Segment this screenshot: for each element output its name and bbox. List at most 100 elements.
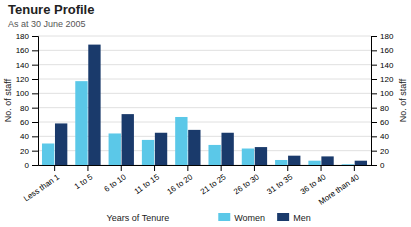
tick-mark	[187, 165, 188, 171]
bar	[142, 140, 154, 165]
tick-mark	[371, 151, 377, 152]
y-tick: 100	[16, 89, 38, 98]
x-tick: 26 to 30	[232, 165, 261, 196]
grid-line	[38, 136, 371, 137]
bar	[109, 133, 121, 165]
tick-label: 180	[380, 32, 394, 41]
y2-axis-title: No. of staff	[398, 78, 408, 122]
tick-label: Less than 1	[22, 172, 61, 203]
legend-label: Women	[234, 213, 265, 223]
tick-mark	[371, 65, 377, 66]
bar	[321, 156, 333, 165]
bar	[155, 133, 167, 165]
tick-label: 0	[380, 161, 385, 170]
tick-label: 160	[380, 46, 394, 55]
tick-mark	[321, 165, 322, 171]
x-tick: 21 to 25	[199, 165, 228, 196]
tick-mark	[32, 122, 38, 123]
bar	[221, 133, 233, 165]
bar	[42, 144, 54, 166]
y-tick: 0	[371, 161, 385, 170]
bar	[288, 156, 300, 165]
tick-label: 80	[380, 104, 389, 113]
tick-label: 1 to 5	[73, 172, 95, 191]
tick-mark	[32, 50, 38, 51]
tick-label: 120	[380, 75, 394, 84]
tick-label: 16 to 20	[165, 172, 194, 196]
tick-label: 120	[16, 75, 30, 84]
x-tick: 1 to 5	[73, 165, 95, 191]
tick-label: 40	[20, 132, 29, 141]
tick-mark	[154, 165, 155, 171]
tick-mark	[371, 36, 377, 37]
bar	[208, 145, 220, 165]
legend-swatch	[218, 213, 230, 221]
tick-mark	[32, 65, 38, 66]
legend-label: Men	[293, 213, 311, 223]
y-tick: 160	[371, 46, 394, 55]
tick-label: 21 to 25	[199, 172, 228, 196]
y-tick: 160	[16, 46, 38, 55]
grid	[38, 36, 371, 165]
tick-mark	[32, 79, 38, 80]
y-tick: 0	[25, 161, 38, 170]
bar	[122, 114, 134, 165]
y-tick: 80	[20, 104, 38, 113]
axis-line	[32, 37, 39, 166]
tick-label: 40	[380, 132, 389, 141]
y-tick: 60	[20, 118, 38, 127]
tick-label: 36 to 40	[299, 172, 328, 196]
tick-label: 80	[20, 104, 29, 113]
tick-label: 20	[20, 147, 29, 156]
tick-label: 6 to 10	[102, 172, 128, 194]
bar	[75, 81, 87, 165]
y-tick: 80	[371, 104, 389, 113]
tick-mark	[371, 122, 377, 123]
x-tick: 11 to 15	[133, 165, 162, 196]
y-tick: 120	[371, 75, 394, 84]
y-axis-title: No. of staff	[3, 78, 13, 122]
tick-label: 20	[380, 147, 389, 156]
bar	[242, 149, 254, 165]
x-tick: 6 to 10	[102, 165, 128, 194]
tick-mark	[32, 93, 38, 94]
tick-mark	[32, 36, 38, 37]
x-tick: More than 40	[317, 165, 361, 207]
tick-mark	[371, 108, 377, 109]
bar	[275, 160, 287, 165]
bar	[55, 123, 67, 165]
bar	[188, 130, 200, 165]
bar	[355, 161, 367, 165]
tick-label: 140	[16, 61, 30, 70]
bar	[342, 164, 354, 165]
x-tick: Less than 1	[22, 165, 61, 204]
y-tick: 40	[20, 132, 38, 141]
tick-label: 26 to 30	[232, 172, 261, 196]
y-tick: 100	[371, 89, 394, 98]
tick-label: More than 40	[317, 172, 361, 207]
y-tick: 40	[371, 132, 389, 141]
tick-label: 60	[380, 118, 389, 127]
tick-mark	[32, 151, 38, 152]
y-tick: 140	[371, 61, 394, 70]
legend-item: Men	[277, 213, 311, 223]
grid-line	[38, 122, 371, 123]
tick-mark	[371, 50, 377, 51]
tick-label: 180	[16, 32, 30, 41]
legend-swatch	[277, 213, 289, 221]
x-tick: 31 to 35	[265, 165, 294, 196]
tick-mark	[371, 79, 377, 80]
tick-mark	[371, 136, 377, 137]
grid-line	[38, 64, 371, 65]
tick-label: 0	[25, 161, 30, 170]
bar	[175, 117, 187, 165]
bars	[42, 45, 367, 165]
plot: Less than 1 1 to 5 6 to 1011 to 1516 to 20…	[16, 32, 394, 207]
legend-item: Women	[218, 213, 265, 223]
x-tick: 16 to 20	[165, 165, 194, 196]
chart: Tenure ProfileAs at 30 June 2005Less tha…	[0, 0, 411, 227]
tick-label: 31 to 35	[265, 172, 294, 196]
y-tick: 20	[371, 147, 389, 156]
grid-line	[38, 36, 371, 37]
tick-mark	[371, 165, 377, 166]
